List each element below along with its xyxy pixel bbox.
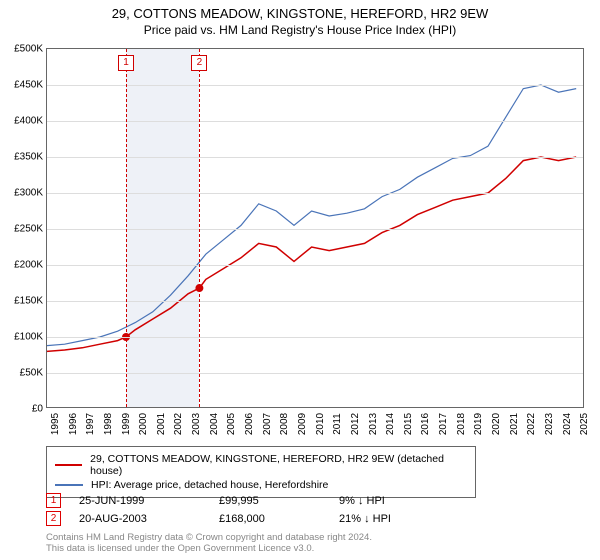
gridline — [47, 85, 583, 86]
x-tick-label: 2008 — [279, 413, 290, 435]
x-tick-label: 2013 — [368, 413, 379, 435]
y-tick-label: £100K — [3, 332, 43, 343]
x-tick-label: 2016 — [420, 413, 431, 435]
x-tick-label: 2002 — [173, 413, 184, 435]
legend-label: 29, COTTONS MEADOW, KINGSTONE, HEREFORD,… — [90, 453, 467, 477]
gridline — [47, 373, 583, 374]
price-table: 1 25-JUN-1999 £99,995 9% ↓ HPI 2 20-AUG-… — [46, 490, 566, 529]
y-tick-label: £50K — [3, 368, 43, 379]
x-tick-label: 2004 — [209, 413, 220, 435]
callout-ref: 1 — [46, 493, 61, 508]
plot: £0£50K£100K£150K£200K£250K£300K£350K£400… — [46, 48, 584, 408]
price-row: 1 25-JUN-1999 £99,995 9% ↓ HPI — [46, 493, 566, 508]
gridline — [47, 265, 583, 266]
title-subtitle: Price paid vs. HM Land Registry's House … — [0, 23, 600, 37]
x-tick-label: 2019 — [473, 413, 484, 435]
callout-box: 1 — [118, 55, 134, 71]
callout-box: 2 — [191, 55, 207, 71]
sale-price: £99,995 — [219, 495, 339, 507]
footer-line2: This data is licensed under the Open Gov… — [46, 543, 372, 554]
gridline — [47, 193, 583, 194]
x-tick-label: 2003 — [191, 413, 202, 435]
price-row: 2 20-AUG-2003 £168,000 21% ↓ HPI — [46, 511, 566, 526]
gridline — [47, 301, 583, 302]
x-tick-label: 1995 — [50, 413, 61, 435]
legend-swatch-red — [55, 464, 82, 466]
x-tick-label: 2005 — [226, 413, 237, 435]
y-tick-label: £450K — [3, 80, 43, 91]
x-tick-label: 1998 — [103, 413, 114, 435]
sale-vrule — [199, 49, 200, 407]
x-tick-label: 2015 — [403, 413, 414, 435]
y-tick-label: £250K — [3, 224, 43, 235]
x-tick-label: 2010 — [315, 413, 326, 435]
chart-container: 29, COTTONS MEADOW, KINGSTONE, HEREFORD,… — [0, 0, 600, 560]
callout-ref: 2 — [46, 511, 61, 526]
titles: 29, COTTONS MEADOW, KINGSTONE, HEREFORD,… — [0, 0, 600, 37]
gridline — [47, 337, 583, 338]
y-tick-label: £350K — [3, 152, 43, 163]
x-tick-label: 2024 — [562, 413, 573, 435]
x-tick-label: 2009 — [297, 413, 308, 435]
chart-area: £0£50K£100K£150K£200K£250K£300K£350K£400… — [46, 48, 584, 408]
x-tick-label: 2007 — [262, 413, 273, 435]
x-tick-label: 2017 — [438, 413, 449, 435]
x-tick-label: 1996 — [68, 413, 79, 435]
y-tick-label: £500K — [3, 44, 43, 55]
y-tick-label: £150K — [3, 296, 43, 307]
footer: Contains HM Land Registry data © Crown c… — [46, 532, 372, 555]
sale-date: 25-JUN-1999 — [79, 495, 219, 507]
x-tick-label: 2000 — [138, 413, 149, 435]
x-tick-label: 2022 — [526, 413, 537, 435]
legend-item: 29, COTTONS MEADOW, KINGSTONE, HEREFORD,… — [55, 453, 467, 477]
gridline — [47, 121, 583, 122]
x-tick-label: 2001 — [156, 413, 167, 435]
gridline — [47, 229, 583, 230]
x-tick-label: 2023 — [544, 413, 555, 435]
gridline — [47, 157, 583, 158]
sale-vs-hpi: 9% ↓ HPI — [339, 495, 459, 507]
x-tick-label: 2011 — [332, 413, 343, 435]
y-tick-label: £0 — [3, 404, 43, 415]
y-tick-label: £200K — [3, 260, 43, 271]
sale-vs-hpi: 21% ↓ HPI — [339, 513, 459, 525]
sale-date: 20-AUG-2003 — [79, 513, 219, 525]
y-tick-label: £300K — [3, 188, 43, 199]
x-tick-label: 2018 — [456, 413, 467, 435]
sale-price: £168,000 — [219, 513, 339, 525]
legend-swatch-blue — [55, 484, 83, 486]
sale-vrule — [126, 49, 127, 407]
x-tick-label: 1999 — [121, 413, 132, 435]
title-address: 29, COTTONS MEADOW, KINGSTONE, HEREFORD,… — [0, 6, 600, 21]
x-tick-label: 2014 — [385, 413, 396, 435]
x-tick-label: 2020 — [491, 413, 502, 435]
y-tick-label: £400K — [3, 116, 43, 127]
x-tick-label: 2021 — [509, 413, 520, 435]
footer-line1: Contains HM Land Registry data © Crown c… — [46, 532, 372, 543]
x-tick-label: 1997 — [85, 413, 96, 435]
x-tick-label: 2006 — [244, 413, 255, 435]
x-tick-label: 2025 — [579, 413, 590, 435]
x-tick-label: 2012 — [350, 413, 361, 435]
